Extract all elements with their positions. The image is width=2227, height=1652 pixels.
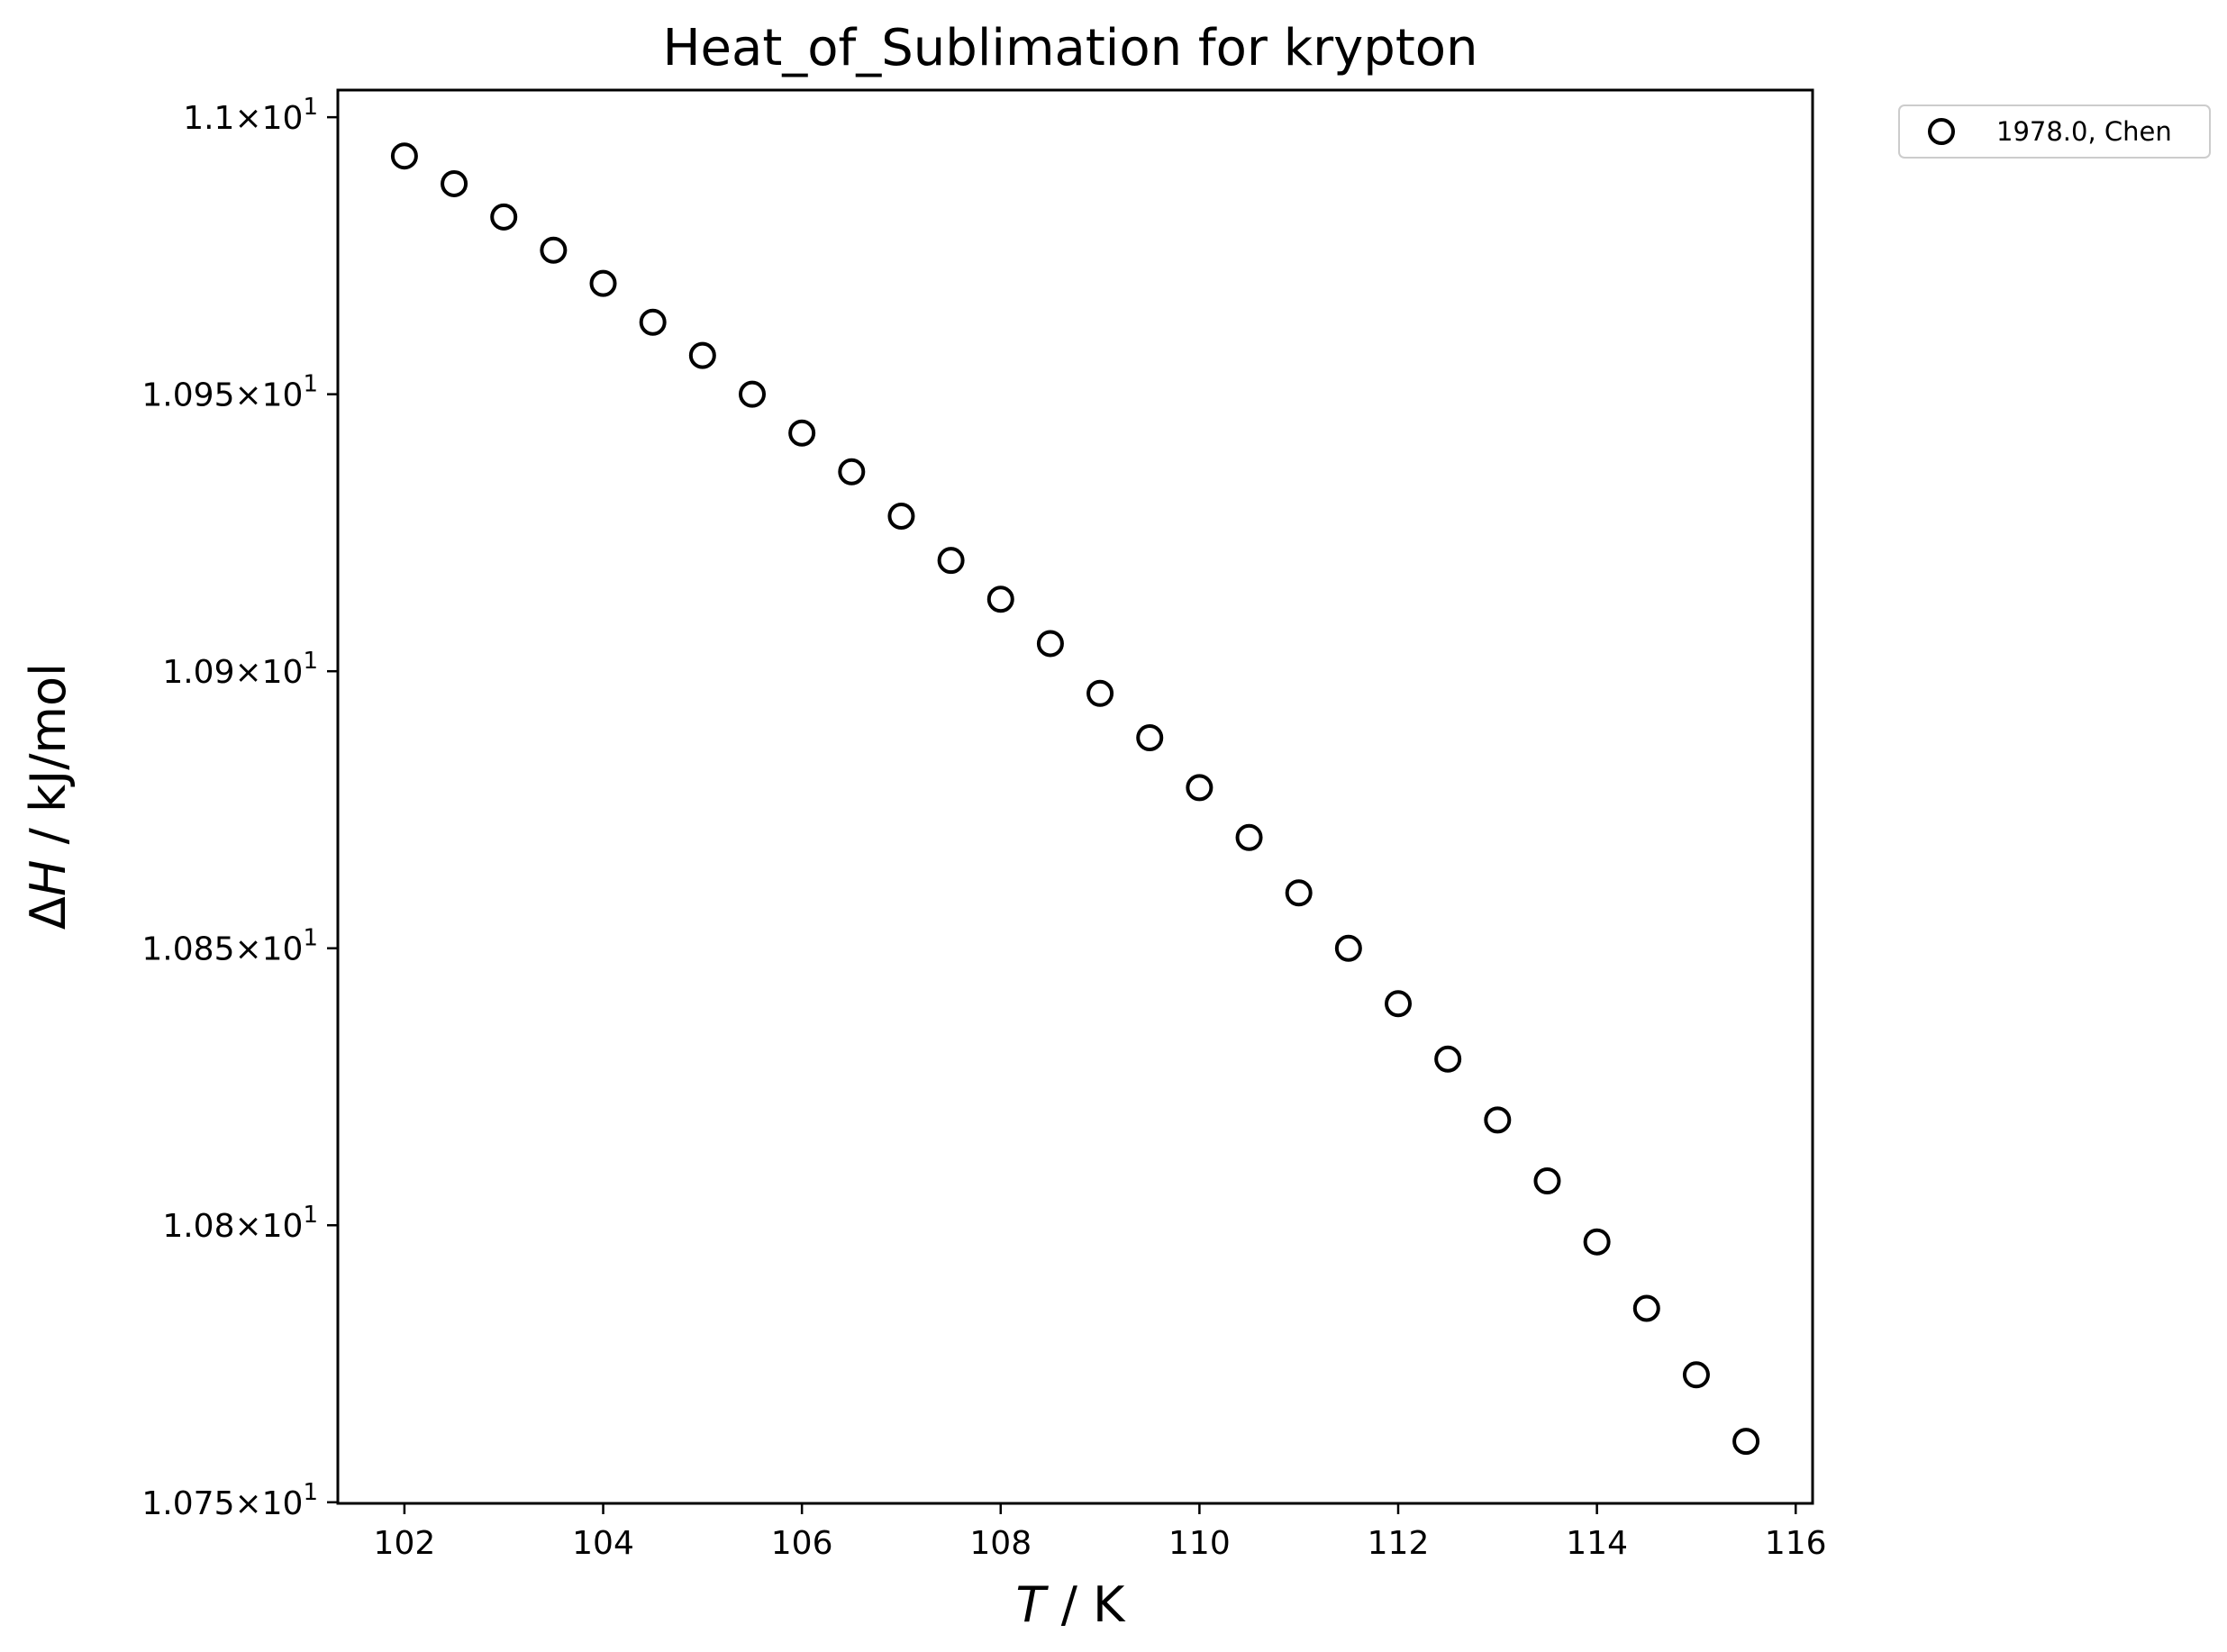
y-tick-times: ×10	[234, 931, 303, 968]
x-tick-label: 106	[771, 1525, 833, 1562]
x-axis-unit: / K	[1046, 1576, 1127, 1633]
y-tick-label: 1.085×101	[141, 925, 318, 968]
plot-area	[336, 88, 1814, 1505]
x-tick-label: 112	[1368, 1525, 1430, 1562]
data-point	[937, 547, 965, 575]
y-tick-exponent: 1	[303, 94, 318, 121]
y-tick-exponent: 1	[303, 925, 318, 952]
x-tick-label: 114	[1566, 1525, 1628, 1562]
x-tick-label: 102	[374, 1525, 436, 1562]
data-point	[490, 203, 518, 231]
x-axis: 102 104 106 108 110 112 114 116	[374, 1503, 1827, 1562]
data-point	[540, 236, 568, 264]
y-tick-exponent: 1	[303, 1202, 318, 1229]
data-point	[1235, 823, 1263, 851]
legend-marker-icon	[1928, 118, 1955, 145]
y-tick-times: ×10	[234, 1485, 303, 1522]
y-tick-times: ×10	[234, 100, 303, 137]
data-points	[390, 142, 1760, 1456]
x-tick-label: 110	[1168, 1525, 1231, 1562]
data-point	[1632, 1294, 1660, 1322]
y-axis-label: ΔH / kJ/mol	[20, 663, 77, 930]
data-point	[639, 308, 667, 336]
data-point	[887, 502, 915, 530]
y-tick-mantissa: 1.08	[162, 1208, 234, 1245]
y-tick-times: ×10	[234, 654, 303, 691]
y-tick-mantissa: 1.1	[183, 100, 234, 137]
y-tick-label: 1.1×101	[183, 94, 318, 137]
data-point	[838, 458, 866, 486]
y-tick-mantissa: 1.075	[141, 1485, 234, 1522]
data-point	[441, 169, 468, 197]
y-tick-exponent: 1	[303, 648, 318, 675]
x-axis-label: T / K	[1016, 1576, 1127, 1633]
data-point	[986, 585, 1014, 613]
y-tick-exponent: 1	[303, 371, 318, 398]
y-axis-unit: / kJ/mol	[20, 663, 77, 860]
data-point	[1434, 1045, 1462, 1073]
x-tick-label: 116	[1765, 1525, 1827, 1562]
data-point	[788, 419, 816, 447]
x-tick-label: 104	[572, 1525, 634, 1562]
data-point	[390, 142, 418, 170]
data-point	[1136, 723, 1164, 751]
data-point	[738, 380, 766, 408]
y-tick-mantissa: 1.095	[141, 377, 234, 414]
y-tick-times: ×10	[234, 1208, 303, 1245]
y-axis: 1.075×1011.08×1011.085×1011.09×1011.095×…	[141, 94, 338, 1522]
legend: 1978.0, Chen	[1898, 104, 2211, 159]
y-axis-variable: H	[20, 860, 77, 897]
data-point	[1732, 1428, 1760, 1456]
data-point	[1484, 1106, 1512, 1134]
y-tick-mantissa: 1.085	[141, 931, 234, 968]
y-tick-exponent: 1	[303, 1479, 318, 1506]
data-point	[1086, 679, 1114, 707]
y-tick-times: ×10	[234, 377, 303, 414]
y-axis-delta: Δ	[20, 896, 77, 930]
data-point	[589, 269, 617, 297]
y-tick-label: 1.08×101	[162, 1202, 318, 1245]
data-point	[1533, 1167, 1561, 1195]
x-tick-label: 108	[969, 1525, 1032, 1562]
data-point	[1385, 990, 1413, 1018]
data-point	[1285, 879, 1313, 907]
legend-label: 1978.0, Chen	[1996, 116, 2172, 147]
data-point	[1583, 1228, 1611, 1256]
x-axis-variable: T	[1016, 1576, 1050, 1633]
y-tick-label: 1.095×101	[141, 371, 318, 414]
y-tick-label: 1.09×101	[162, 648, 318, 691]
data-point	[1334, 934, 1362, 962]
data-point	[1036, 630, 1064, 658]
data-point	[1186, 774, 1213, 802]
data-point	[1682, 1361, 1710, 1389]
y-tick-mantissa: 1.09	[162, 654, 234, 691]
data-point	[688, 341, 716, 369]
y-tick-label: 1.075×101	[141, 1479, 318, 1522]
chart-title: Heat_of_Sublimation for krypton	[662, 19, 1477, 77]
legend-frame	[1898, 104, 2211, 159]
